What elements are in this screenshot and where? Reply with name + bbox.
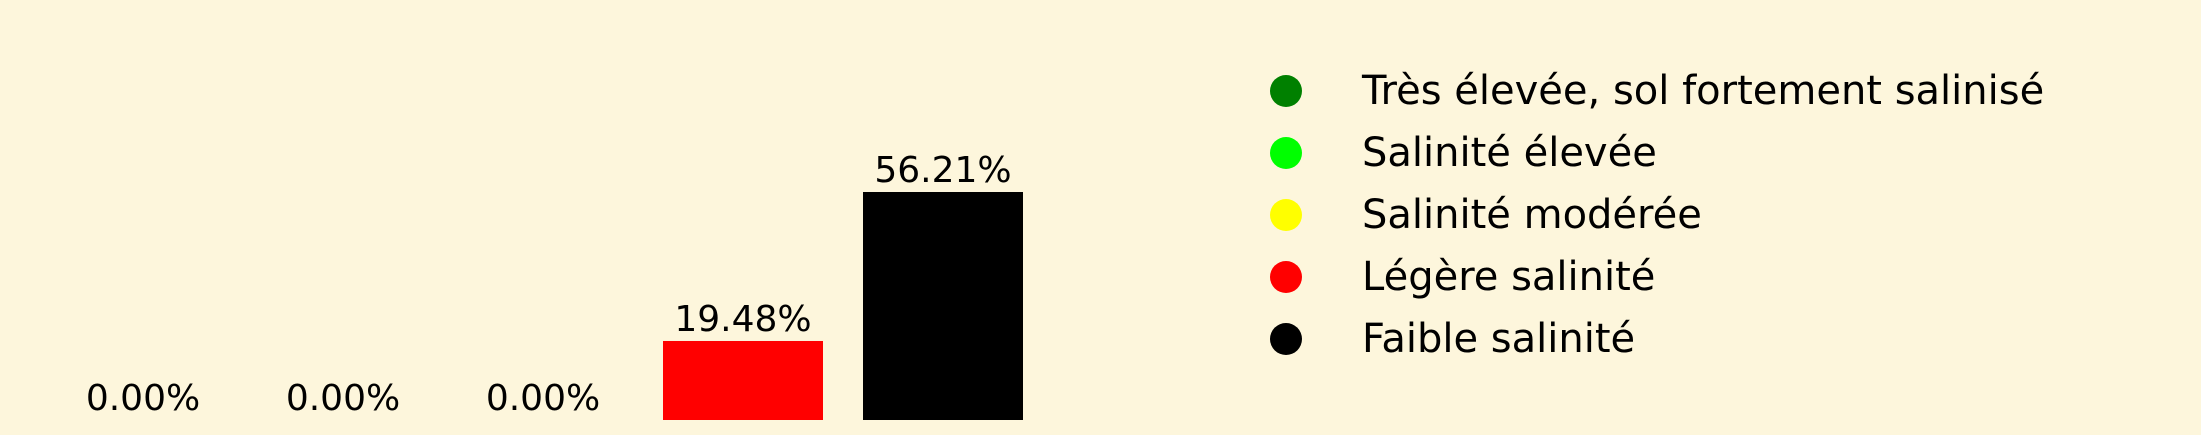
bar-value-label-1: 0.00% [86,378,200,419]
bar-5 [863,192,1023,420]
legend-item-3: Salinité modérée [1260,184,2044,246]
bar-value-label-4: 19.48% [674,299,811,340]
legend-item-1: Très élevée, sol fortement salinisé [1260,60,2044,122]
legend-marker-3 [1270,199,1302,231]
legend-item-2: Salinité élevée [1260,122,2044,184]
legend-marker-5 [1270,323,1302,355]
legend-label-5: Faible salinité [1362,316,1636,362]
legend-item-5: Faible salinité [1260,308,2044,370]
bars-group [663,192,1023,420]
bar-value-label-5: 56.21% [874,150,1011,191]
legend-marker-2 [1270,137,1302,169]
legend-label-2: Salinité élevée [1362,130,1657,176]
legend-marker-4 [1270,261,1302,293]
legend-marker-1 [1270,75,1302,107]
legend-label-3: Salinité modérée [1362,192,1702,238]
bar-value-label-3: 0.00% [486,378,600,419]
bar-value-label-2: 0.00% [286,378,400,419]
chart-legend: Très élevée, sol fortement salinisé Salin… [1260,60,2044,370]
legend-label-4: Légère salinité [1362,254,1656,300]
value-labels-group: 0.00% 0.00% 0.00% 19.48% 56.21% [86,150,1012,419]
legend-label-1: Très élevée, sol fortement salinisé [1362,68,2045,114]
bar-4 [663,340,823,420]
legend-item-4: Légère salinité [1260,246,2044,308]
